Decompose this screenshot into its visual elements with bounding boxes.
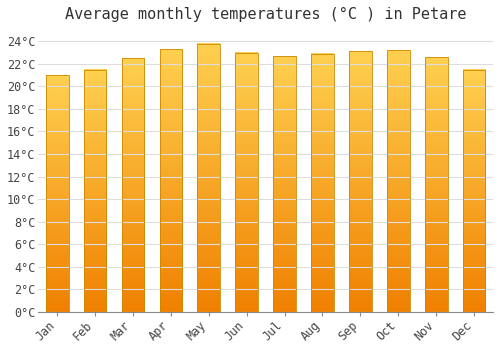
Bar	[387, 50, 409, 312]
Bar	[46, 75, 68, 312]
Bar	[311, 54, 334, 312]
Bar	[84, 70, 106, 312]
Bar	[160, 49, 182, 312]
Title: Average monthly temperatures (°C ) in Petare: Average monthly temperatures (°C ) in Pe…	[65, 7, 466, 22]
Bar	[236, 52, 258, 312]
Bar	[198, 44, 220, 312]
Bar	[273, 56, 296, 312]
Bar	[462, 70, 485, 312]
Bar	[122, 58, 144, 312]
Bar	[349, 51, 372, 312]
Bar	[425, 57, 448, 312]
